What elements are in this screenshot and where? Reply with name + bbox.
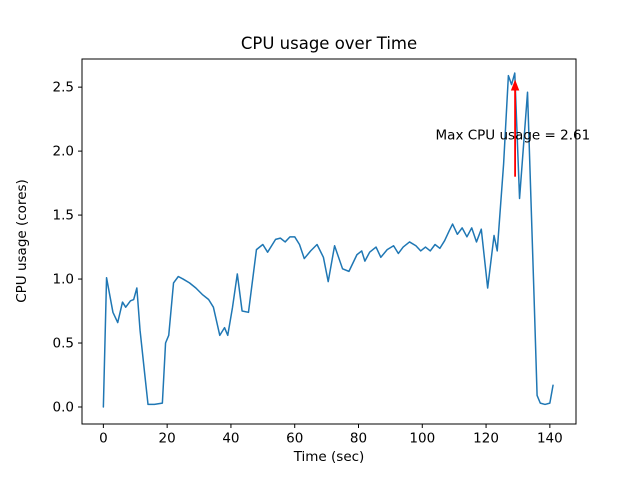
svg-text:2.5: 2.5 <box>53 80 74 96</box>
plot-area <box>81 58 577 425</box>
x-axis-ticks: 0 20 40 60 80 100 120 140 <box>99 424 563 447</box>
svg-text:0: 0 <box>99 431 108 447</box>
svg-text:2.0: 2.0 <box>53 144 74 160</box>
svg-text:40: 40 <box>222 431 239 447</box>
y-axis-label: CPU usage (cores) <box>14 179 30 303</box>
cpu-usage-series-line <box>102 72 554 408</box>
svg-text:20: 20 <box>159 431 176 447</box>
svg-text:60: 60 <box>286 431 303 447</box>
svg-text:120: 120 <box>473 431 499 447</box>
annotation-arrow-head-icon <box>510 79 520 91</box>
svg-text:140: 140 <box>537 431 563 447</box>
y-axis-ticks: 0.0 0.5 1.0 1.5 2.0 2.5 <box>53 80 82 415</box>
max-cpu-annotation: Max CPU usage = 2.61 <box>436 79 591 177</box>
annotation-label: Max CPU usage = 2.61 <box>436 127 591 143</box>
svg-text:1.0: 1.0 <box>53 272 74 288</box>
svg-text:0.0: 0.0 <box>53 399 74 415</box>
chart-title: CPU usage over Time <box>241 34 417 53</box>
x-axis-label: Time (sec) <box>293 449 365 465</box>
svg-text:100: 100 <box>409 431 435 447</box>
svg-text:1.5: 1.5 <box>53 208 74 224</box>
svg-text:0.5: 0.5 <box>53 336 74 352</box>
svg-text:80: 80 <box>350 431 367 447</box>
